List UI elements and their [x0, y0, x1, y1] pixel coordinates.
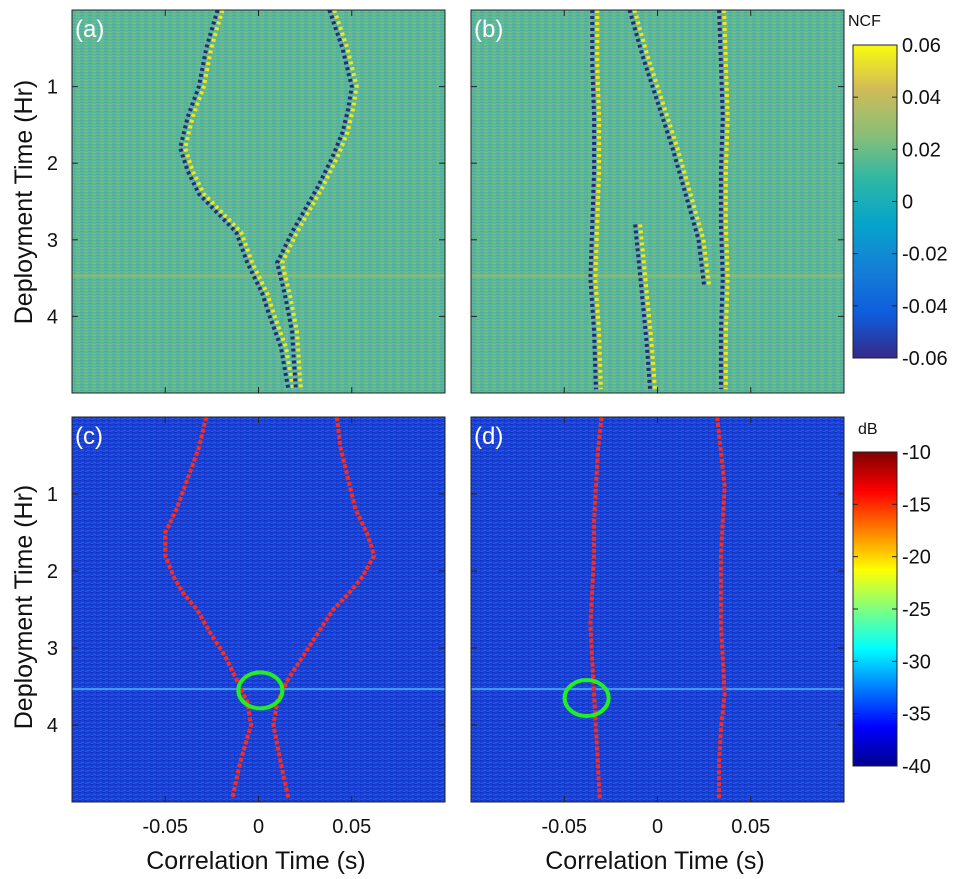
colorbar-tick-label: 0.04	[902, 87, 941, 109]
picked-arrival-left	[588, 417, 604, 799]
trace-trough	[633, 224, 653, 390]
highlight-circle	[236, 670, 285, 711]
noise-band	[471, 274, 844, 278]
panel-b: (b)	[470, 9, 845, 394]
xtick-label: -0.05	[142, 816, 188, 838]
ytick-label: 2	[47, 153, 58, 175]
trace-trough	[178, 10, 291, 390]
colorbar-ncf-title: NCF	[848, 13, 881, 30]
picked-arrival-left	[163, 417, 254, 799]
picked-arrival-right	[271, 417, 377, 799]
trace-peak	[722, 10, 730, 390]
ytick-label: 1	[47, 484, 58, 506]
ytick-label: 4	[47, 715, 58, 737]
xtick-label: -0.05	[541, 816, 587, 838]
colorbar-tick-label: -25	[902, 599, 931, 621]
colorbar-db-bar	[852, 451, 898, 767]
xlabel-left: Correlation Time (s)	[146, 847, 366, 875]
heatmap-background	[72, 417, 445, 802]
trace-peak	[632, 10, 712, 287]
ytick-label: 3	[47, 230, 58, 252]
trace-peak	[280, 10, 359, 390]
arrival-trace	[633, 224, 658, 390]
panel-d: (d) -0.05 0 0.05	[470, 416, 845, 838]
xtick-label: 0.05	[731, 816, 770, 838]
noise-band	[471, 688, 844, 691]
xtick-label: 0.05	[332, 816, 371, 838]
ytick-label: 3	[47, 638, 58, 660]
trace-trough	[275, 10, 354, 390]
arrival-trace	[717, 10, 730, 390]
colorbar-tick-label: 0.02	[902, 139, 941, 161]
colorbar-db-title: dB	[858, 421, 878, 438]
trace-peak	[183, 10, 296, 390]
ytick-label: 2	[47, 561, 58, 583]
xlabel-right: Correlation Time (s)	[545, 847, 765, 875]
panel-label: (c)	[75, 423, 103, 450]
ytick-label: 4	[47, 306, 58, 328]
noise-band	[72, 274, 445, 278]
panel-a: (a) 1 2 3 4	[47, 9, 446, 394]
ylabel-top: Deployment Time (Hr)	[10, 80, 38, 325]
trace-peak	[638, 224, 658, 390]
picked-arrival-right	[715, 417, 727, 799]
noise-band	[72, 688, 445, 691]
trace-trough	[717, 10, 725, 390]
panel-label: (d)	[474, 423, 503, 450]
trace-trough	[588, 10, 598, 390]
panel-c: (c) 1 2 3 4 -0.05 0 0.05	[47, 416, 446, 838]
colorbar-ncf: NCF 0.06 0.04 0.02 0 -0.02 -0.04 -0.06	[848, 13, 948, 370]
colorbar-tick-label: -30	[902, 651, 931, 673]
panel-label: (a)	[75, 16, 104, 43]
colorbar-tick-label: 0	[902, 192, 913, 214]
colorbar-ncf-bar	[852, 44, 898, 359]
colorbar-tick-label: -35	[902, 704, 931, 726]
xtick-label: 0	[253, 816, 264, 838]
colorbar-tick-label: -0.02	[902, 244, 948, 266]
colorbar-tick-label: -10	[902, 442, 931, 464]
ylabel-bottom: Deployment Time (Hr)	[10, 485, 38, 730]
heatmap-background	[72, 10, 445, 393]
heatmap-background	[471, 10, 844, 393]
highlight-circle	[562, 678, 611, 719]
arrival-trace	[588, 10, 603, 390]
colorbar-tick-label: -15	[902, 494, 931, 516]
trace-peak	[593, 10, 603, 390]
ytick-label: 1	[47, 77, 58, 99]
colorbar-tick-label: -20	[902, 547, 931, 569]
arrival-trace	[627, 10, 712, 287]
colorbar-db: dB -10 -15 -20 -25 -30 -35 -40	[852, 421, 931, 778]
heatmap-background	[471, 417, 844, 802]
colorbar-tick-label: 0.06	[902, 35, 941, 57]
trace-trough	[627, 10, 707, 287]
colorbar-tick-label: -0.04	[902, 296, 948, 318]
arrival-trace	[275, 10, 359, 390]
panel-label: (b)	[474, 16, 503, 43]
colorbar-tick-label: -0.06	[902, 348, 948, 370]
colorbar-tick-label: -40	[902, 756, 931, 778]
xtick-label: 0	[652, 816, 663, 838]
arrival-trace	[178, 10, 296, 390]
